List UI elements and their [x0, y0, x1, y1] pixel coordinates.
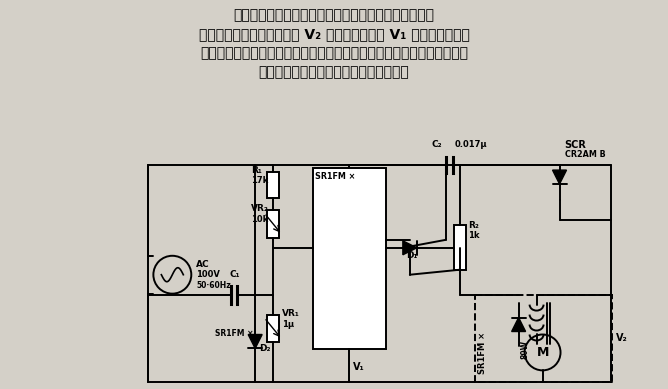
Polygon shape: [248, 335, 262, 349]
Text: D₁: D₁: [406, 251, 418, 260]
Text: R₂: R₂: [468, 221, 478, 230]
Text: SR1FM ×: SR1FM ×: [478, 332, 487, 375]
FancyBboxPatch shape: [454, 225, 466, 270]
Text: C₂: C₂: [432, 140, 442, 149]
Text: SCR: SCR: [564, 140, 587, 150]
Text: VR₂: VR₂: [251, 204, 269, 213]
Text: C₁: C₁: [229, 270, 240, 279]
Polygon shape: [403, 241, 417, 255]
Text: SR1FM ×: SR1FM ×: [315, 172, 355, 181]
Text: 从而在负载变动范围内保持稳定的速度。: 从而在负载变动范围内保持稳定的速度。: [259, 65, 409, 79]
Text: 所示为带有负反馈的串励电机的速度控制电路。它将和: 所示为带有负反馈的串励电机的速度控制电路。它将和: [234, 9, 434, 23]
Text: R₁: R₁: [251, 166, 262, 175]
Text: 50·60Hz: 50·60Hz: [196, 281, 231, 290]
Text: 10k: 10k: [251, 215, 269, 224]
Text: 80W: 80W: [520, 340, 530, 359]
Text: 增加，转速回落时，触发相位角前移；相反，负载减轻时，相位角后移，: 增加，转速回落时，触发相位角前移；相反，负载减轻时，相位角后移，: [200, 47, 468, 61]
Text: 1k: 1k: [468, 231, 479, 240]
Text: D₂: D₂: [259, 344, 271, 354]
Text: AC: AC: [196, 260, 210, 269]
Polygon shape: [512, 317, 526, 331]
Text: 电机转速成正比的感应电势 V₂ 与门极给定电压 V₁ 相比较，当负载: 电机转速成正比的感应电势 V₂ 与门极给定电压 V₁ 相比较，当负载: [198, 28, 470, 42]
FancyBboxPatch shape: [267, 210, 279, 238]
Text: CR2AM B: CR2AM B: [564, 150, 605, 159]
FancyBboxPatch shape: [267, 315, 279, 342]
Text: V₂: V₂: [617, 333, 628, 343]
Text: 17k: 17k: [251, 176, 269, 185]
FancyBboxPatch shape: [267, 172, 279, 198]
FancyBboxPatch shape: [313, 168, 386, 349]
Text: VR₁: VR₁: [282, 308, 300, 317]
Text: 1μ: 1μ: [282, 319, 294, 329]
Text: 0.017μ: 0.017μ: [455, 140, 488, 149]
Text: 100V: 100V: [196, 270, 220, 279]
Text: V₁: V₁: [353, 363, 365, 372]
Text: SR1FM ×: SR1FM ×: [215, 329, 254, 338]
Text: M: M: [536, 346, 548, 359]
Polygon shape: [552, 170, 566, 184]
